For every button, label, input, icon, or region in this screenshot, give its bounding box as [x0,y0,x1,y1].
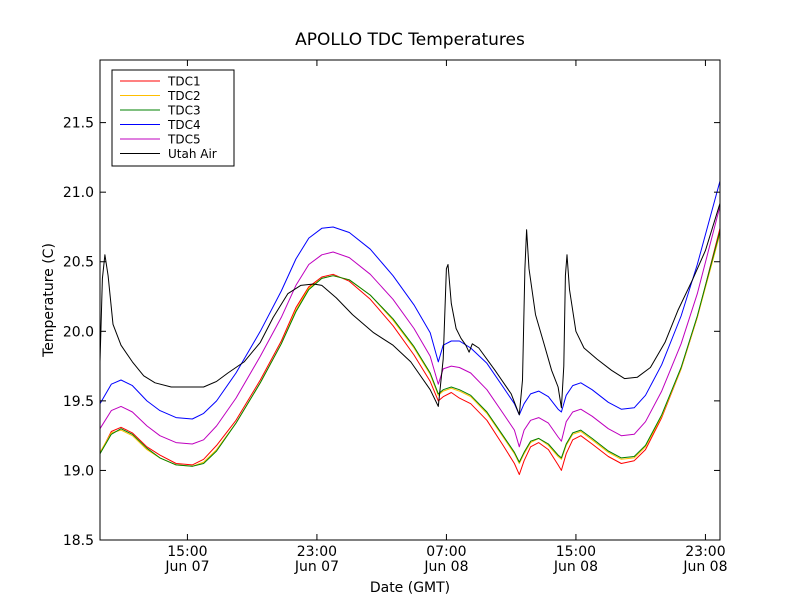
legend-label-tdc2: TDC2 [167,89,201,103]
x-tick-label-date: Jun 07 [164,559,209,575]
x-tick-label-date: Jun 08 [682,559,727,575]
x-tick-label-date: Jun 08 [553,559,598,575]
series-line-tdc1 [99,228,721,476]
x-tick-label-date: Jun 07 [294,559,339,575]
x-tick-label-time: 23:00 [297,544,337,560]
y-axis-label: Temperature (C) [41,243,57,358]
series-line-tdc4 [99,180,721,420]
x-axis-label: Date (GMT) [370,580,450,596]
y-tick-label: 19.5 [63,394,94,410]
x-tick-label-time: 23:00 [685,544,725,560]
series-layer [99,180,721,476]
legend-label-tdc3: TDC3 [167,104,201,118]
legend-label-tdc5: TDC5 [167,133,201,147]
plot-frame [99,59,721,541]
y-tick-label: 20.0 [63,324,94,340]
series-line-utah-air [99,203,721,416]
series-line-tdc3 [99,230,721,467]
y-tick-label: 21.5 [63,116,94,132]
legend-label-tdc4: TDC4 [167,118,201,132]
series-line-tdc5 [99,205,721,448]
legend-label-tdc1: TDC1 [167,75,201,89]
y-tick-label: 20.5 [63,255,94,271]
x-tick-label-time: 15:00 [167,544,207,560]
legend-box [111,69,235,167]
x-tick-label-time: 15:00 [556,544,596,560]
chart-title: APOLLO TDC Temperatures [295,30,525,50]
y-tick-label: 21.0 [63,185,94,201]
y-tick-label: 19.0 [63,463,94,479]
y-tick-label: 18.5 [63,533,94,549]
legend-label-utah-air: Utah Air [168,147,217,161]
series-line-tdc2 [99,233,721,467]
x-tick-label-time: 07:00 [426,544,466,560]
x-tick-label-date: Jun 08 [423,559,468,575]
